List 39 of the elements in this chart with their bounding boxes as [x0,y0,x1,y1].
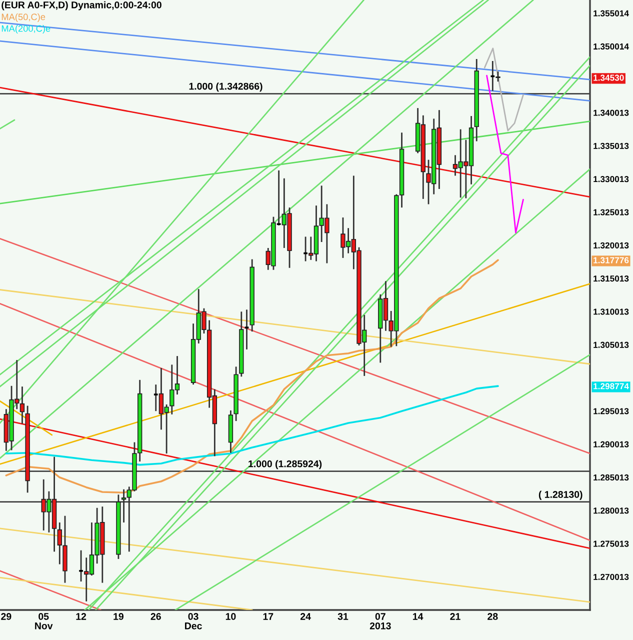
annotation: ( 1.28130) [538,490,582,500]
y-tick-label: 1.355014 [594,10,629,16]
annotation: 1.000 (1.285924) [248,460,322,470]
chart-title: (EUR A0-FX,D) Dynamic,0:00-24:00 [2,1,162,10]
y-tick-label: 1.285013 [594,474,629,481]
x-tick-label: 05 Nov [35,613,53,630]
annotation: 1.000 (1.342866) [189,82,262,92]
x-tick-label: 19 [114,613,124,620]
y-tick-label: 1.317776 [594,257,629,264]
y-tick-label: 1.350014 [594,43,629,50]
x-tick-label: 07 2013 [370,613,391,630]
x-tick-label: 21 [450,613,460,620]
y-tick-label: 1.270013 [594,574,629,580]
x-tick-label: 31 [338,613,348,620]
x-tick-label: 12 [76,613,86,620]
y-tick-label: 1.325013 [594,209,629,216]
y-tick-label: 1.310013 [594,308,629,315]
x-tick-label: 03 Dec [185,613,202,630]
y-tick-label: 1.295013 [594,408,629,414]
y-tick-label: 1.320013 [594,242,629,248]
y-tick-label: 1.335013 [594,142,629,149]
x-tick-label: 28 [488,613,498,620]
x-tick-label: 26 [150,613,161,620]
x-tick-label: 24 [300,613,311,620]
text: MA(50,C)e [2,13,46,22]
y-tick-label: 1.290013 [594,441,629,448]
y-tick-label: 1.305013 [594,342,629,348]
y-tick-label: 1.315013 [594,276,629,282]
y-tick-label: 1.34530 [594,74,624,81]
y-tick-label: 1.298774 [594,383,629,390]
x-tick-label: 29 [1,613,12,620]
y-tick-label: 1.280013 [594,508,629,514]
x-tick-label: 10 [226,613,236,620]
x-tick-label: 17 [263,613,274,620]
x-tick-label: 14 [413,613,424,620]
y-tick-label: 1.275013 [594,540,629,547]
y-tick-label: 1.340013 [594,110,629,116]
text: MA(200,C)e [2,25,50,34]
y-tick-label: 1.330013 [594,176,629,182]
